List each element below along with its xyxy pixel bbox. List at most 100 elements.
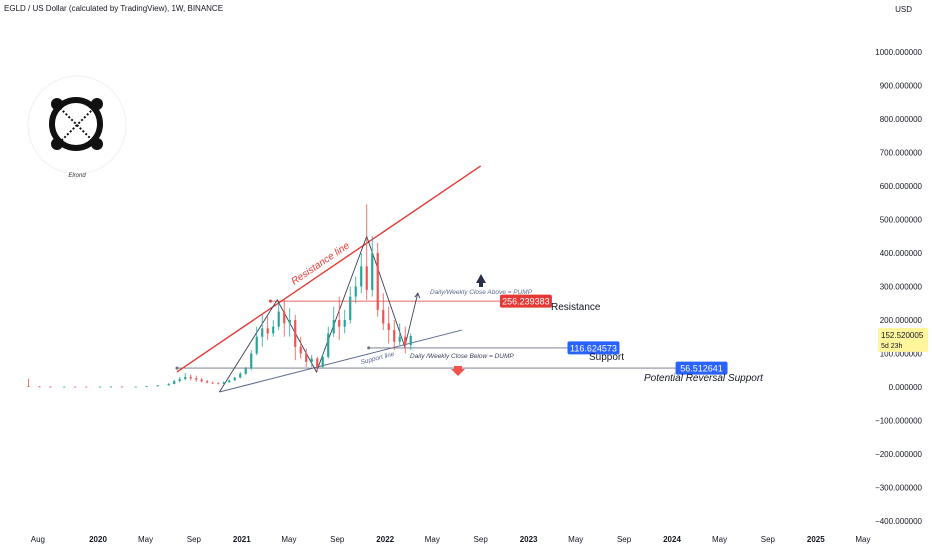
candle-body[interactable] (200, 379, 203, 382)
candle-body[interactable] (49, 386, 52, 388)
level-anchor-dot (268, 299, 272, 303)
candle-body[interactable] (332, 320, 335, 334)
candle-body[interactable] (288, 320, 291, 324)
candle-body[interactable] (156, 385, 159, 387)
candle-body[interactable] (261, 328, 264, 337)
resistance-line-label: Resistance line (289, 240, 352, 287)
candle-body[interactable] (338, 320, 341, 327)
candle-body[interactable] (365, 266, 368, 290)
time-tick-label: Sep (474, 535, 489, 544)
candle-body[interactable] (98, 386, 102, 388)
candle-body[interactable] (85, 386, 88, 388)
price-tick-label: 600.000000 (880, 182, 923, 191)
candle-body[interactable] (228, 380, 231, 383)
price-tick-label: −100.000000 (875, 417, 922, 426)
candle-body[interactable] (206, 381, 209, 383)
candle-body[interactable] (109, 386, 113, 388)
candle-body[interactable] (120, 386, 124, 388)
candle-body[interactable] (387, 323, 390, 331)
candle-body[interactable] (398, 336, 401, 342)
candle-body[interactable] (349, 296, 352, 320)
candle-body[interactable] (360, 266, 363, 287)
time-tick-label: Sep (330, 535, 345, 544)
up-arrow-icon (476, 274, 486, 287)
candle-body[interactable] (354, 286, 357, 297)
candle-body[interactable] (178, 378, 181, 381)
candle-body[interactable] (343, 320, 346, 327)
candle-body[interactable] (211, 382, 214, 384)
candle-body[interactable] (250, 353, 253, 369)
price-tick-label: 1000.000000 (875, 48, 922, 57)
candle-body[interactable] (217, 383, 220, 385)
candle-body[interactable] (376, 253, 379, 310)
pattern-arrowhead (414, 292, 421, 299)
candle-body[interactable] (382, 309, 385, 324)
candle-body[interactable] (239, 373, 242, 378)
dump-annotation: Daily /Weekly Close Below = DUMP (410, 353, 514, 360)
candle-body[interactable] (222, 382, 225, 384)
candle-body[interactable] (244, 368, 247, 374)
logo-ring (49, 97, 103, 151)
price-tick-label: 100.000000 (880, 350, 923, 359)
logo-dot-tl (51, 98, 63, 110)
candle-body[interactable] (173, 380, 176, 384)
candle-body[interactable] (299, 346, 302, 354)
candle-body[interactable] (277, 311, 280, 327)
price-tick-label: 300.000000 (880, 283, 923, 292)
candle-body[interactable] (184, 376, 187, 379)
candle-body[interactable] (74, 386, 77, 388)
candle-body[interactable] (409, 335, 412, 346)
candle-body[interactable] (327, 333, 330, 357)
candle-body[interactable] (167, 383, 170, 386)
time-tick-label: May (281, 535, 296, 544)
price-tick-label: 700.000000 (880, 149, 923, 158)
time-tick-label: Sep (187, 535, 202, 544)
candle-body[interactable] (134, 386, 137, 388)
resistance-text-label: Resistance (551, 302, 601, 313)
current-price-tag (878, 327, 928, 352)
price-tick-label: 200.000000 (880, 316, 923, 325)
candle-body[interactable] (233, 377, 236, 381)
candle-body[interactable] (305, 353, 308, 362)
time-tick-label: May (712, 535, 727, 544)
resistance-trendline[interactable] (176, 165, 482, 373)
price-tick-label: 0.000000 (889, 383, 923, 392)
level-value-tag (499, 294, 552, 308)
time-tick-label: 2023 (520, 535, 538, 544)
candle-body[interactable] (38, 386, 41, 388)
price-tick-label: −400.000000 (875, 517, 922, 526)
candle-body[interactable] (316, 358, 319, 367)
candle-body[interactable] (404, 336, 407, 346)
support-trendline[interactable] (219, 329, 462, 393)
time-tick-label: May (568, 535, 583, 544)
logo-x-line-2 (59, 107, 95, 143)
time-tick-label: Aug (31, 535, 45, 544)
candle-body[interactable] (255, 336, 258, 354)
price-axis-unit: USD (895, 5, 912, 14)
pattern-path[interactable] (219, 234, 419, 393)
candle-body[interactable] (272, 326, 275, 334)
time-tick-label: May (855, 535, 870, 544)
level-anchor-dot (367, 346, 371, 350)
candle-body[interactable] (294, 320, 297, 347)
candle-body[interactable] (27, 386, 30, 387)
candle-body[interactable] (145, 386, 148, 388)
candle-body[interactable] (371, 253, 374, 290)
time-tick-label: 2022 (376, 535, 394, 544)
candle-body[interactable] (321, 356, 324, 367)
level-value-label: 256.239383 (502, 297, 550, 307)
candle-body[interactable] (310, 358, 313, 362)
candle-body[interactable] (283, 311, 286, 324)
elrond-logo: Elrond (27, 75, 127, 179)
level-anchor-dot (175, 366, 179, 370)
price-tick-label: 900.000000 (880, 82, 923, 91)
candle-body[interactable] (195, 378, 198, 380)
candle-body[interactable] (63, 386, 66, 388)
candle-body[interactable] (189, 376, 192, 379)
price-tick-label: −300.000000 (875, 484, 922, 493)
candle-body[interactable] (266, 328, 269, 334)
candle-body[interactable] (393, 330, 396, 342)
time-tick-label: May (138, 535, 153, 544)
level-value-label: 56.512641 (680, 364, 723, 374)
